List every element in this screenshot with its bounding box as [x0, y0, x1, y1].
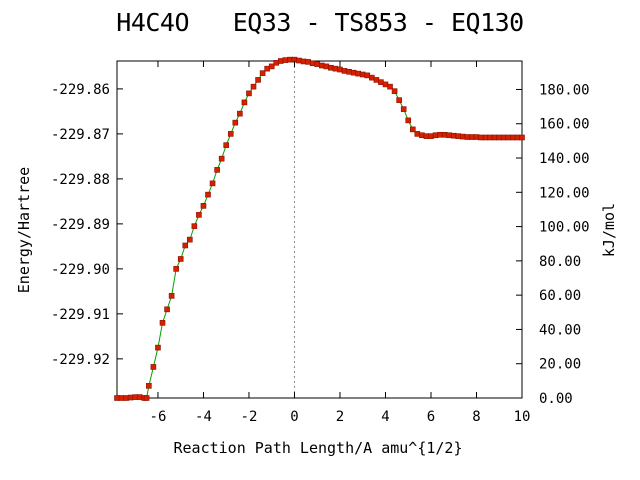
y2-tick-label: 40.00 [539, 322, 581, 338]
data-point [478, 134, 484, 141]
data-point [168, 293, 175, 299]
y-tick-label: -229.92 [51, 352, 110, 368]
data-point [323, 63, 330, 70]
data-point [218, 155, 225, 162]
data-point [232, 119, 239, 126]
data-point [305, 59, 311, 65]
data-point [214, 167, 220, 173]
data-point [237, 110, 243, 117]
data-point [241, 99, 248, 106]
data-point [369, 74, 375, 81]
y2-tick-label: 160.00 [539, 117, 590, 133]
y2-axis-label: kJ/mol [600, 203, 618, 257]
data-point [177, 256, 184, 262]
data-point [250, 83, 257, 90]
data-point [505, 134, 512, 141]
data-point [519, 134, 525, 141]
data-point [205, 191, 211, 198]
data-point [378, 79, 384, 85]
data-point [191, 223, 198, 229]
x-tick-label: -6 [150, 409, 167, 425]
y2-tick-label: 100.00 [539, 220, 590, 236]
x-tick-label: 4 [381, 409, 389, 425]
data-point [200, 203, 207, 209]
data-point [296, 57, 302, 64]
data-point [159, 320, 166, 326]
chart-title: H4C4O EQ33 - TS853 - EQ130 [116, 8, 524, 37]
y-tick-label: -229.89 [51, 217, 110, 233]
data-point [409, 126, 416, 133]
x-axis-label: Reaction Path Length/A amu^{1/2} [174, 439, 463, 457]
x-tick-label: -4 [195, 409, 212, 425]
data-point [405, 117, 412, 124]
y-tick-label: -229.90 [51, 262, 110, 278]
y2-tick-label: 0.00 [539, 391, 573, 407]
data-point [450, 132, 457, 139]
data-point [273, 59, 280, 66]
plot-area-frame [116, 60, 523, 399]
y2-tick-label: 60.00 [539, 288, 581, 304]
data-point [255, 77, 261, 83]
y-tick-label: -229.88 [51, 172, 110, 188]
data-point [164, 306, 170, 313]
data-point [487, 134, 493, 141]
data-point [387, 83, 393, 90]
y-tick-label: -229.87 [51, 127, 110, 143]
y-axis-label: Energy/Hartree [15, 167, 33, 293]
data-point [346, 69, 352, 75]
data-point [182, 242, 189, 249]
data-point [282, 57, 289, 63]
y2-tick-label: 120.00 [539, 185, 590, 201]
data-point [268, 63, 275, 70]
data-point [355, 70, 361, 77]
y2-tick-label: 140.00 [539, 151, 590, 167]
x-tick-label: 8 [472, 409, 480, 425]
data-point [209, 180, 216, 187]
y2-tick-label: 80.00 [539, 254, 581, 270]
x-tick-label: 0 [290, 409, 298, 425]
y-tick-label: -229.91 [51, 307, 110, 323]
data-point [396, 97, 402, 103]
data-point [246, 90, 252, 97]
data-point [259, 70, 266, 76]
y-tick-label: -229.86 [51, 82, 110, 98]
data-point [391, 88, 398, 94]
data-point [136, 394, 143, 400]
data-point [146, 383, 152, 389]
x-tick-label: 10 [514, 409, 531, 425]
data-point [155, 344, 161, 351]
data-point [428, 133, 434, 139]
y2-tick-label: 180.00 [539, 82, 590, 98]
data-point [223, 142, 230, 148]
data-point [143, 395, 150, 401]
data-point [173, 266, 179, 272]
data-point [114, 395, 120, 401]
data-point [460, 133, 466, 140]
data-point [314, 61, 321, 67]
data-point [196, 212, 202, 218]
data-point [132, 394, 138, 400]
data-point [332, 65, 339, 72]
series-line [117, 59, 522, 399]
data-point [227, 131, 234, 137]
x-tick-label: -2 [241, 409, 258, 425]
data-point [127, 394, 134, 401]
data-point [150, 364, 157, 370]
x-tick-label: 2 [336, 409, 344, 425]
data-point [187, 236, 193, 243]
data-point [414, 131, 421, 137]
x-tick-label: 6 [427, 409, 435, 425]
data-point [473, 134, 480, 140]
data-point [437, 131, 443, 138]
y2-tick-label: 20.00 [539, 357, 581, 373]
data-point [500, 134, 507, 141]
data-point [400, 106, 407, 112]
